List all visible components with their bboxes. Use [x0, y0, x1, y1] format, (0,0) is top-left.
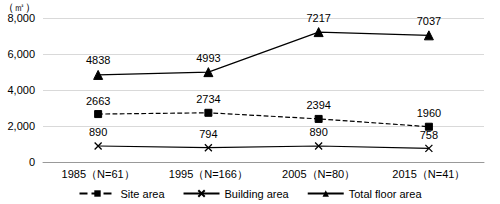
svg-text:794: 794 — [199, 128, 217, 140]
svg-text:0: 0 — [29, 156, 35, 168]
svg-text:4838: 4838 — [86, 54, 110, 66]
svg-text:7037: 7037 — [417, 15, 441, 27]
svg-text:Site area: Site area — [120, 188, 165, 200]
svg-text:1985（N=61）: 1985（N=61） — [62, 168, 135, 180]
svg-text:890: 890 — [89, 126, 107, 138]
svg-text:2663: 2663 — [86, 95, 110, 107]
svg-text:Building area: Building area — [225, 188, 290, 200]
svg-text:2005（N=80）: 2005（N=80） — [282, 168, 355, 180]
svg-text:7217: 7217 — [306, 12, 330, 24]
svg-text:4,000: 4,000 — [7, 84, 35, 96]
svg-text:1995（N=166）: 1995（N=166） — [169, 168, 248, 180]
svg-text:6,000: 6,000 — [7, 48, 35, 60]
svg-text:4993: 4993 — [196, 52, 220, 64]
svg-text:Total floor area: Total floor area — [349, 188, 423, 200]
svg-text:758: 758 — [420, 129, 438, 141]
svg-text:2394: 2394 — [306, 99, 330, 111]
svg-text:2,000: 2,000 — [7, 120, 35, 132]
svg-text:1960: 1960 — [417, 107, 441, 119]
svg-text:2015（N=41）: 2015（N=41） — [392, 168, 465, 180]
svg-text:8,000: 8,000 — [7, 12, 35, 24]
svg-text:2734: 2734 — [196, 93, 220, 105]
svg-text:890: 890 — [309, 126, 327, 138]
